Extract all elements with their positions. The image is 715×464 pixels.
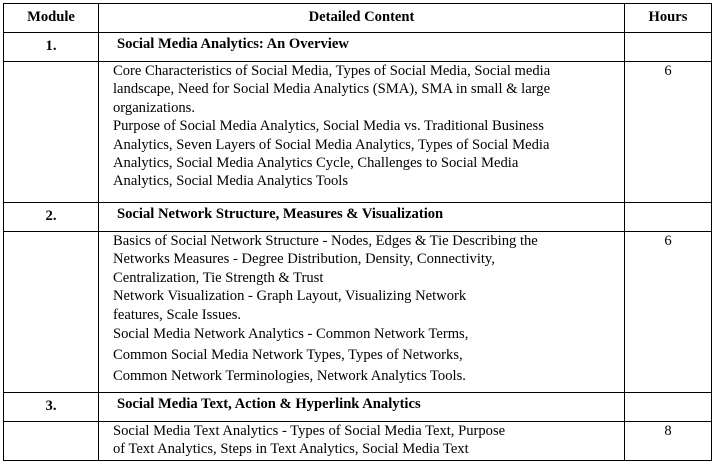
detailed-content-cell: Social Media Text Analytics - Types of S… xyxy=(98,421,625,461)
header-row: Module Detailed Content Hours xyxy=(3,3,712,33)
module-row-3: 3. Social Media Text, Action & Hyperlink… xyxy=(3,392,712,422)
content-paragraph: Social Media Network Analytics - Common … xyxy=(113,326,469,385)
module-row-1: 1. Social Media Analytics: An Overview xyxy=(3,32,712,62)
hours-value: 8 xyxy=(624,421,712,461)
content-paragraph: Network Visualization - Graph Layout, Vi… xyxy=(113,288,467,323)
content-paragraph: Basics of Social Network Structure - Nod… xyxy=(113,233,538,286)
content-paragraph: Purpose of Social Media Analytics, Socia… xyxy=(113,118,550,190)
detailed-content-cell: Basics of Social Network Structure - Nod… xyxy=(98,231,625,393)
module-number-empty xyxy=(3,421,99,461)
header-hours: Hours xyxy=(624,3,712,33)
header-detailed-content: Detailed Content xyxy=(98,3,625,33)
module-title: Social Media Analytics: An Overview xyxy=(98,32,625,62)
content-row-2: Basics of Social Network Structure - Nod… xyxy=(3,231,712,393)
module-hours-empty xyxy=(624,392,712,422)
syllabus-table: Module Detailed Content Hours 1. Social … xyxy=(3,3,712,461)
header-module: Module xyxy=(3,3,99,33)
module-number: 3. xyxy=(3,392,99,422)
content-row-3: Social Media Text Analytics - Types of S… xyxy=(3,421,712,461)
hours-value: 6 xyxy=(624,61,712,203)
module-hours-empty xyxy=(624,202,712,232)
detailed-content-cell: Core Characteristics of Social Media, Ty… xyxy=(98,61,625,203)
module-number-empty xyxy=(3,61,99,203)
content-paragraph: Social Media Text Analytics - Types of S… xyxy=(113,423,506,458)
hours-value: 6 xyxy=(624,231,712,393)
module-number: 1. xyxy=(3,32,99,62)
module-row-2: 2. Social Network Structure, Measures & … xyxy=(3,202,712,232)
content-paragraph: Core Characteristics of Social Media, Ty… xyxy=(113,63,551,116)
module-title: Social Network Structure, Measures & Vis… xyxy=(98,202,625,232)
module-title: Social Media Text, Action & Hyperlink An… xyxy=(98,392,625,422)
module-hours-empty xyxy=(624,32,712,62)
module-number: 2. xyxy=(3,202,99,232)
module-number-empty xyxy=(3,231,99,393)
content-row-1: Core Characteristics of Social Media, Ty… xyxy=(3,61,712,203)
